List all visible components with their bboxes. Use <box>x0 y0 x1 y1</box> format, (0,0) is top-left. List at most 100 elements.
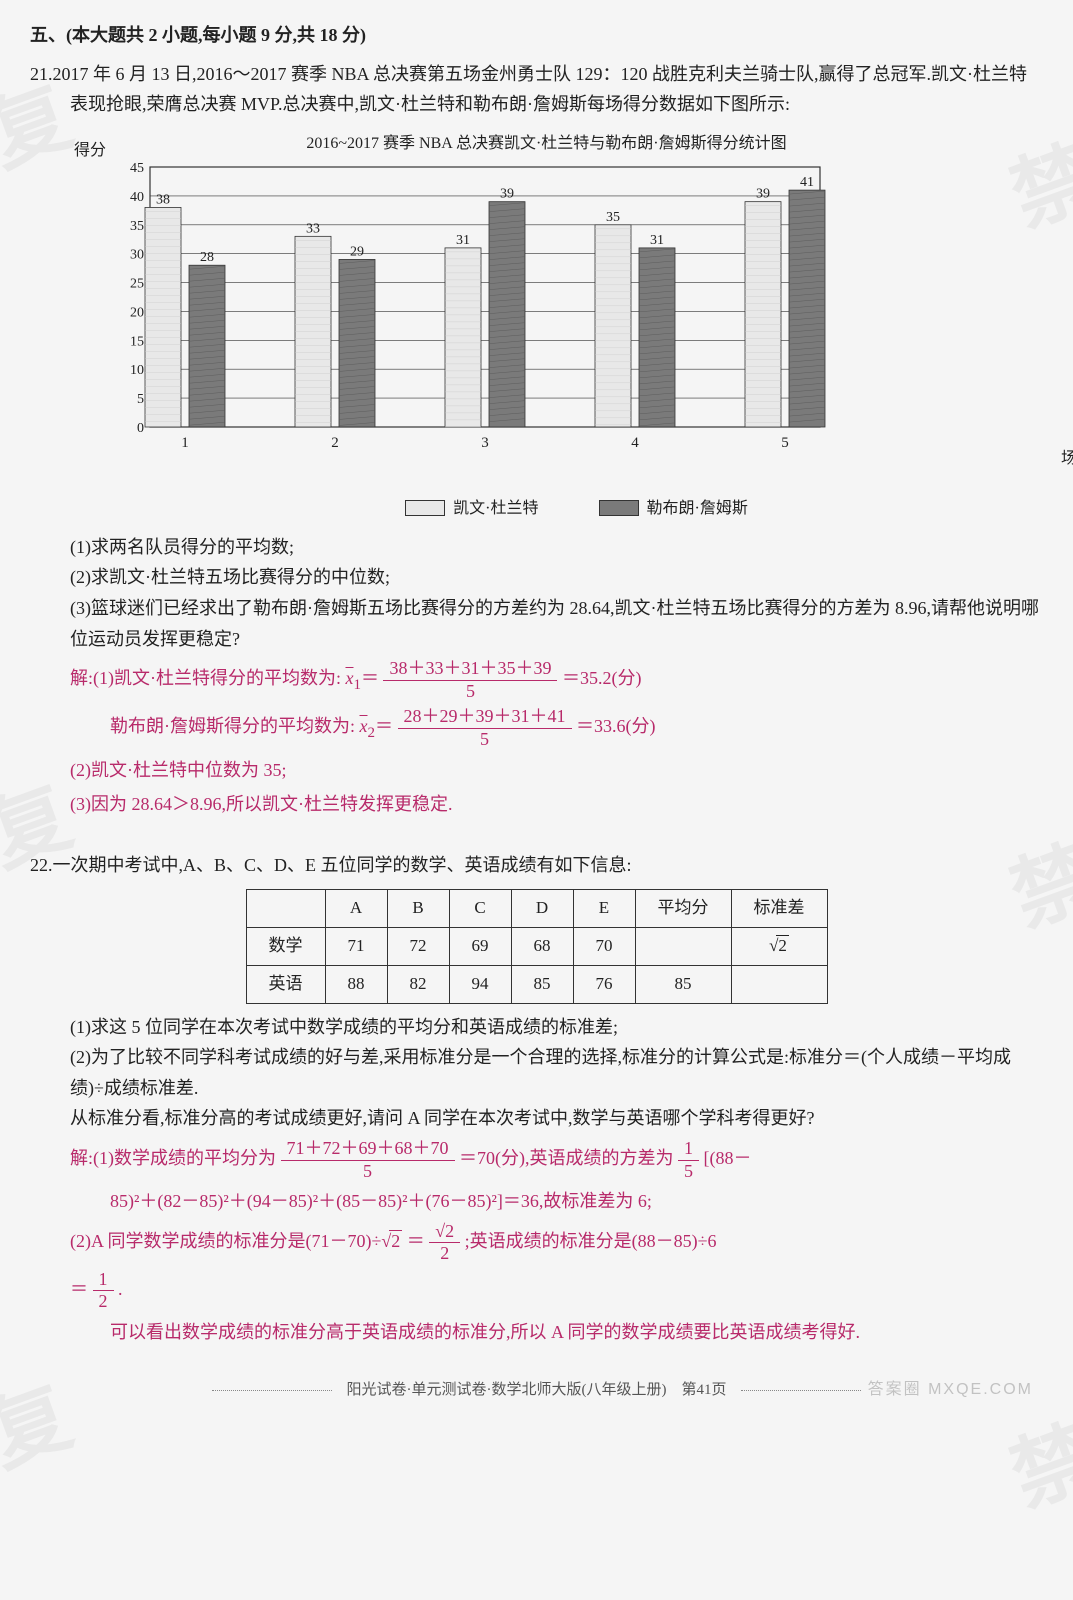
x-axis-label: 场次 <box>1061 445 1073 472</box>
bar-chart-svg: 0510152025303540453828133292313933531439… <box>110 157 830 457</box>
scores-table: ABCDE平均分标准差数学71726968702英语888294857685 <box>246 889 828 1004</box>
legend-label-2: 勒布朗·詹姆斯 <box>647 495 748 522</box>
table-cell: 数学 <box>246 927 325 965</box>
svg-text:45: 45 <box>130 161 144 176</box>
svg-text:15: 15 <box>130 334 144 349</box>
numerator: √2 <box>429 1221 460 1244</box>
q22-num: 22. <box>30 855 53 875</box>
svg-text:40: 40 <box>130 190 144 205</box>
svg-text:31: 31 <box>650 233 664 248</box>
fraction: 1 5 <box>678 1138 699 1182</box>
svg-text:0: 0 <box>137 421 144 436</box>
fraction: 28＋29＋39＋31＋41 5 <box>398 706 572 750</box>
sqrt: 2 <box>389 1230 402 1251</box>
table-header-cell: D <box>511 889 573 927</box>
page-footer: 阳光试卷·单元测试卷·数学北师大版(八年级上册) 第41页 <box>30 1378 1043 1404</box>
ans-text: 解:(1)凯文·杜兰特得分的平均数为: <box>70 668 341 688</box>
svg-text:10: 10 <box>130 363 144 378</box>
table-row: 英语888294857685 <box>246 965 827 1003</box>
q21-ans1b: 勒布朗·詹姆斯得分的平均数为: x2＝ 28＋29＋39＋31＋41 5 ＝33… <box>110 706 1043 750</box>
chart-legend: 凯文·杜兰特 勒布朗·詹姆斯 <box>110 495 1043 522</box>
chart-title: 2016~2017 赛季 NBA 总决赛凯文·杜兰特与勒布朗·詹姆斯得分统计图 <box>50 130 1043 157</box>
denominator: 2 <box>93 1291 114 1313</box>
table-cell: 85 <box>511 965 573 1003</box>
ans-text: 解:(1)数学成绩的平均分为 <box>70 1148 276 1168</box>
q22-text: 22.一次期中考试中,A、B、C、D、E 五位同学的数学、英语成绩有如下信息: <box>70 850 1043 881</box>
table-cell: 69 <box>449 927 511 965</box>
svg-text:39: 39 <box>756 187 770 202</box>
svg-text:38: 38 <box>156 192 170 207</box>
y-axis-label: 得分 <box>74 137 106 164</box>
table-header-cell: A <box>325 889 387 927</box>
svg-text:2: 2 <box>331 435 339 451</box>
svg-text:5: 5 <box>781 435 789 451</box>
legend-item-1: 凯文·杜兰特 <box>405 495 538 522</box>
table-cell: 94 <box>449 965 511 1003</box>
table-cell: 68 <box>511 927 573 965</box>
svg-text:5: 5 <box>137 392 144 407</box>
svg-text:20: 20 <box>130 305 144 320</box>
table-row: 数学71726968702 <box>246 927 827 965</box>
q22-ans2: (2)A 同学数学成绩的标准分是(71－70)÷2 ＝ √2 2 ;英语成绩的标… <box>70 1221 1043 1265</box>
legend-swatch-1 <box>405 500 445 516</box>
table-cell: 88 <box>325 965 387 1003</box>
table-cell: 82 <box>387 965 449 1003</box>
ans-text: ＝33.6(分) <box>576 717 656 737</box>
q21-body: 2017 年 6 月 13 日,2016～2017 赛季 NBA 总决赛第五场金… <box>53 64 1028 115</box>
numerator: 1 <box>678 1138 699 1161</box>
table-cell: 76 <box>573 965 635 1003</box>
q21-ans3: (3)因为 28.64＞8.96,所以凯文·杜兰特发挥更稳定. <box>70 789 1043 820</box>
ans-text: ＝35.2(分) <box>562 668 642 688</box>
svg-text:1: 1 <box>181 435 189 451</box>
q21-ans2: (2)凯文·杜兰特中位数为 35; <box>70 755 1043 786</box>
svg-text:41: 41 <box>800 175 814 190</box>
q21-sub1: (1)求两名队员得分的平均数; <box>70 532 1043 563</box>
table-header-cell: E <box>573 889 635 927</box>
svg-text:29: 29 <box>350 244 364 259</box>
svg-text:3: 3 <box>481 435 489 451</box>
ans-text: ＝70(分),英语成绩的方差为 <box>459 1148 674 1168</box>
q22-body: 一次期中考试中,A、B、C、D、E 五位同学的数学、英语成绩有如下信息: <box>53 855 632 875</box>
fraction: 1 2 <box>93 1269 114 1313</box>
ans-text: (2)A 同学数学成绩的标准分是(71－70)÷ <box>70 1231 381 1251</box>
watermark: 禁 <box>992 1390 1073 1545</box>
table-cell <box>731 965 827 1003</box>
q22-ans1-line2: 85)²＋(82－85)²＋(94－85)²＋(85－85)²＋(76－85)²… <box>110 1186 1043 1217</box>
fraction: 38＋33＋31＋35＋39 5 <box>383 658 557 702</box>
numerator: 1 <box>93 1269 114 1292</box>
table-header-cell: 平均分 <box>635 889 731 927</box>
table-header-cell: 标准差 <box>731 889 827 927</box>
svg-text:4: 4 <box>631 435 639 451</box>
numerator: 38＋33＋31＋35＋39 <box>383 658 557 681</box>
svg-text:31: 31 <box>456 233 470 248</box>
legend-item-2: 勒布朗·詹姆斯 <box>599 495 748 522</box>
numerator: 28＋29＋39＋31＋41 <box>398 706 572 729</box>
table-cell: 2 <box>731 927 827 965</box>
ans-text: [(88－ <box>704 1148 752 1168</box>
q21-ans1: 解:(1)凯文·杜兰特得分的平均数为: x1＝ 38＋33＋31＋35＋39 5… <box>70 658 1043 702</box>
denominator: 5 <box>281 1161 455 1183</box>
table-cell: 72 <box>387 927 449 965</box>
fraction: 71＋72＋69＋68＋70 5 <box>281 1138 455 1182</box>
denominator: 2 <box>429 1243 460 1265</box>
fraction: √2 2 <box>429 1221 460 1265</box>
numerator: 71＋72＋69＋68＋70 <box>281 1138 455 1161</box>
denominator: 5 <box>398 729 572 751</box>
table-header-cell: C <box>449 889 511 927</box>
legend-swatch-2 <box>599 500 639 516</box>
q21-num: 21. <box>30 64 53 84</box>
svg-text:39: 39 <box>500 187 514 202</box>
q22-text2: 从标准分看,标准分高的考试成绩更好,请问 A 同学在本次考试中,数学与英语哪个学… <box>70 1103 1043 1134</box>
subscript: 2 <box>368 725 376 741</box>
denominator: 5 <box>678 1161 699 1183</box>
q21-sub3: (3)篮球迷们已经求出了勒布朗·詹姆斯五场比赛得分的方差约为 28.64,凯文·… <box>70 593 1043 654</box>
svg-text:35: 35 <box>130 219 144 234</box>
q22-ans1: 解:(1)数学成绩的平均分为 71＋72＋69＋68＋70 5 ＝70(分),英… <box>70 1138 1043 1182</box>
svg-text:35: 35 <box>606 210 620 225</box>
denominator: 5 <box>383 681 557 703</box>
q22-ans2-line2: ＝ 1 2 . <box>70 1269 1043 1313</box>
q22-sub2: (2)为了比较不同学科考试成绩的好与差,采用标准分是一个合理的选择,标准分的计算… <box>70 1042 1043 1103</box>
table-cell: 英语 <box>246 965 325 1003</box>
svg-text:33: 33 <box>306 221 320 236</box>
ans-text: ＝ <box>407 1231 425 1251</box>
